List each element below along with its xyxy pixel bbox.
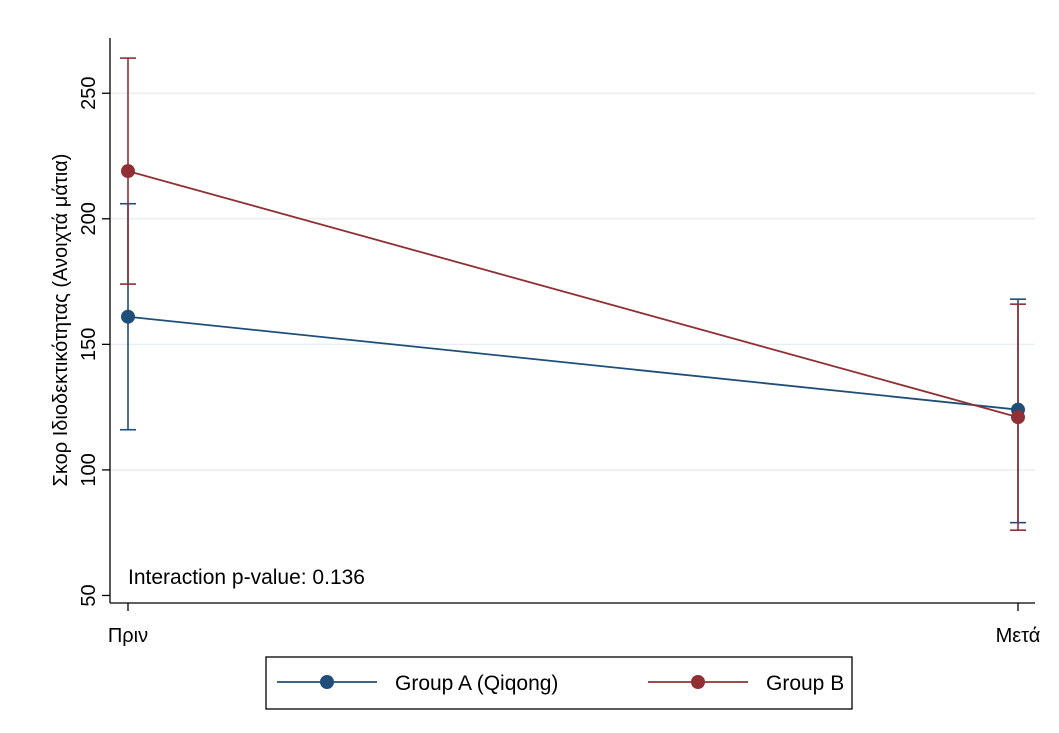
y-tick-label: 250 bbox=[78, 77, 100, 110]
legend-item-1: Group A (Qiqong) bbox=[277, 672, 558, 695]
data-point bbox=[1011, 410, 1025, 425]
legend-marker bbox=[320, 675, 334, 689]
legend-marker bbox=[691, 675, 705, 689]
data-point bbox=[121, 164, 135, 179]
y-tick-label: 200 bbox=[78, 202, 100, 235]
y-axis: 50 100 150 200 250 bbox=[78, 38, 111, 607]
gridlines bbox=[110, 92, 1035, 471]
y-axis-title: Σκορ Ιδιοδεκτικότητας (Ανοιχτά μάτια) bbox=[50, 154, 72, 487]
y-tick-label: 100 bbox=[78, 453, 100, 486]
y-tick-label: 50 bbox=[78, 584, 100, 606]
series-line bbox=[127, 170, 1019, 419]
y-tick-label: 150 bbox=[78, 328, 100, 361]
interaction-annotation: Interaction p-value: 0.136 bbox=[128, 566, 365, 589]
legend-item-2: Group B bbox=[648, 672, 844, 695]
legend-label: Group B bbox=[766, 672, 844, 695]
x-tick-label: Μετά bbox=[996, 625, 1041, 647]
series-2 bbox=[121, 164, 1025, 425]
series-layer bbox=[120, 57, 1026, 531]
legend: Group A (Qiqong) Group B bbox=[265, 656, 853, 710]
data-point bbox=[121, 309, 135, 324]
x-tick-label: Πριν bbox=[108, 625, 148, 647]
x-axis: Πριν Μετά bbox=[108, 602, 1041, 647]
legend-label: Group A (Qiqong) bbox=[395, 672, 558, 695]
legend-box bbox=[265, 656, 853, 710]
series-line bbox=[127, 315, 1019, 411]
